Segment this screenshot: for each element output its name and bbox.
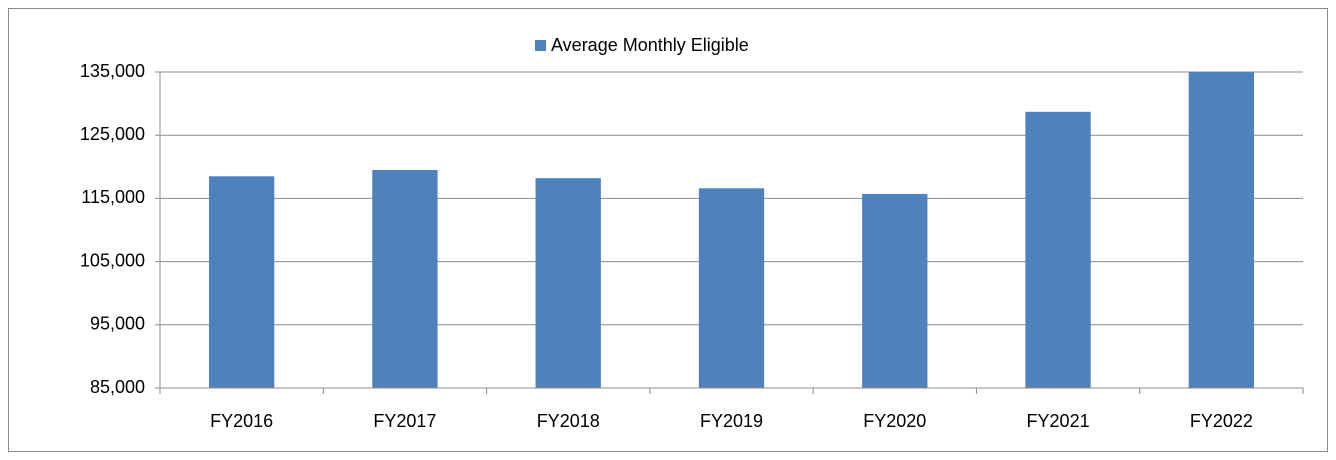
y-tick-label: 125,000 (80, 124, 145, 144)
bar (698, 188, 765, 388)
y-tick-label: 115,000 (81, 187, 145, 207)
bar (1025, 111, 1091, 388)
x-tick-label: FY2019 (700, 411, 763, 431)
bar (208, 176, 275, 388)
bar (372, 169, 438, 388)
chart-border (8, 8, 1328, 452)
y-tick-label: 135,000 (80, 61, 145, 81)
y-tick-label: 95,000 (90, 314, 145, 334)
x-tick-label: FY2018 (537, 411, 600, 431)
x-tick-label: FY2022 (1190, 411, 1253, 431)
legend-label: Average Monthly Eligible (551, 35, 749, 55)
y-tick-label: 105,000 (80, 250, 145, 270)
x-tick-label: FY2020 (863, 411, 926, 431)
bar (862, 193, 928, 388)
x-tick-label: FY2021 (1027, 411, 1090, 431)
x-tick-label: FY2016 (210, 411, 273, 431)
y-tick-label: 85,000 (90, 377, 145, 397)
legend-swatch (535, 40, 546, 51)
bar (535, 178, 601, 388)
bar (1188, 72, 1255, 388)
x-tick-label: FY2017 (373, 411, 436, 431)
